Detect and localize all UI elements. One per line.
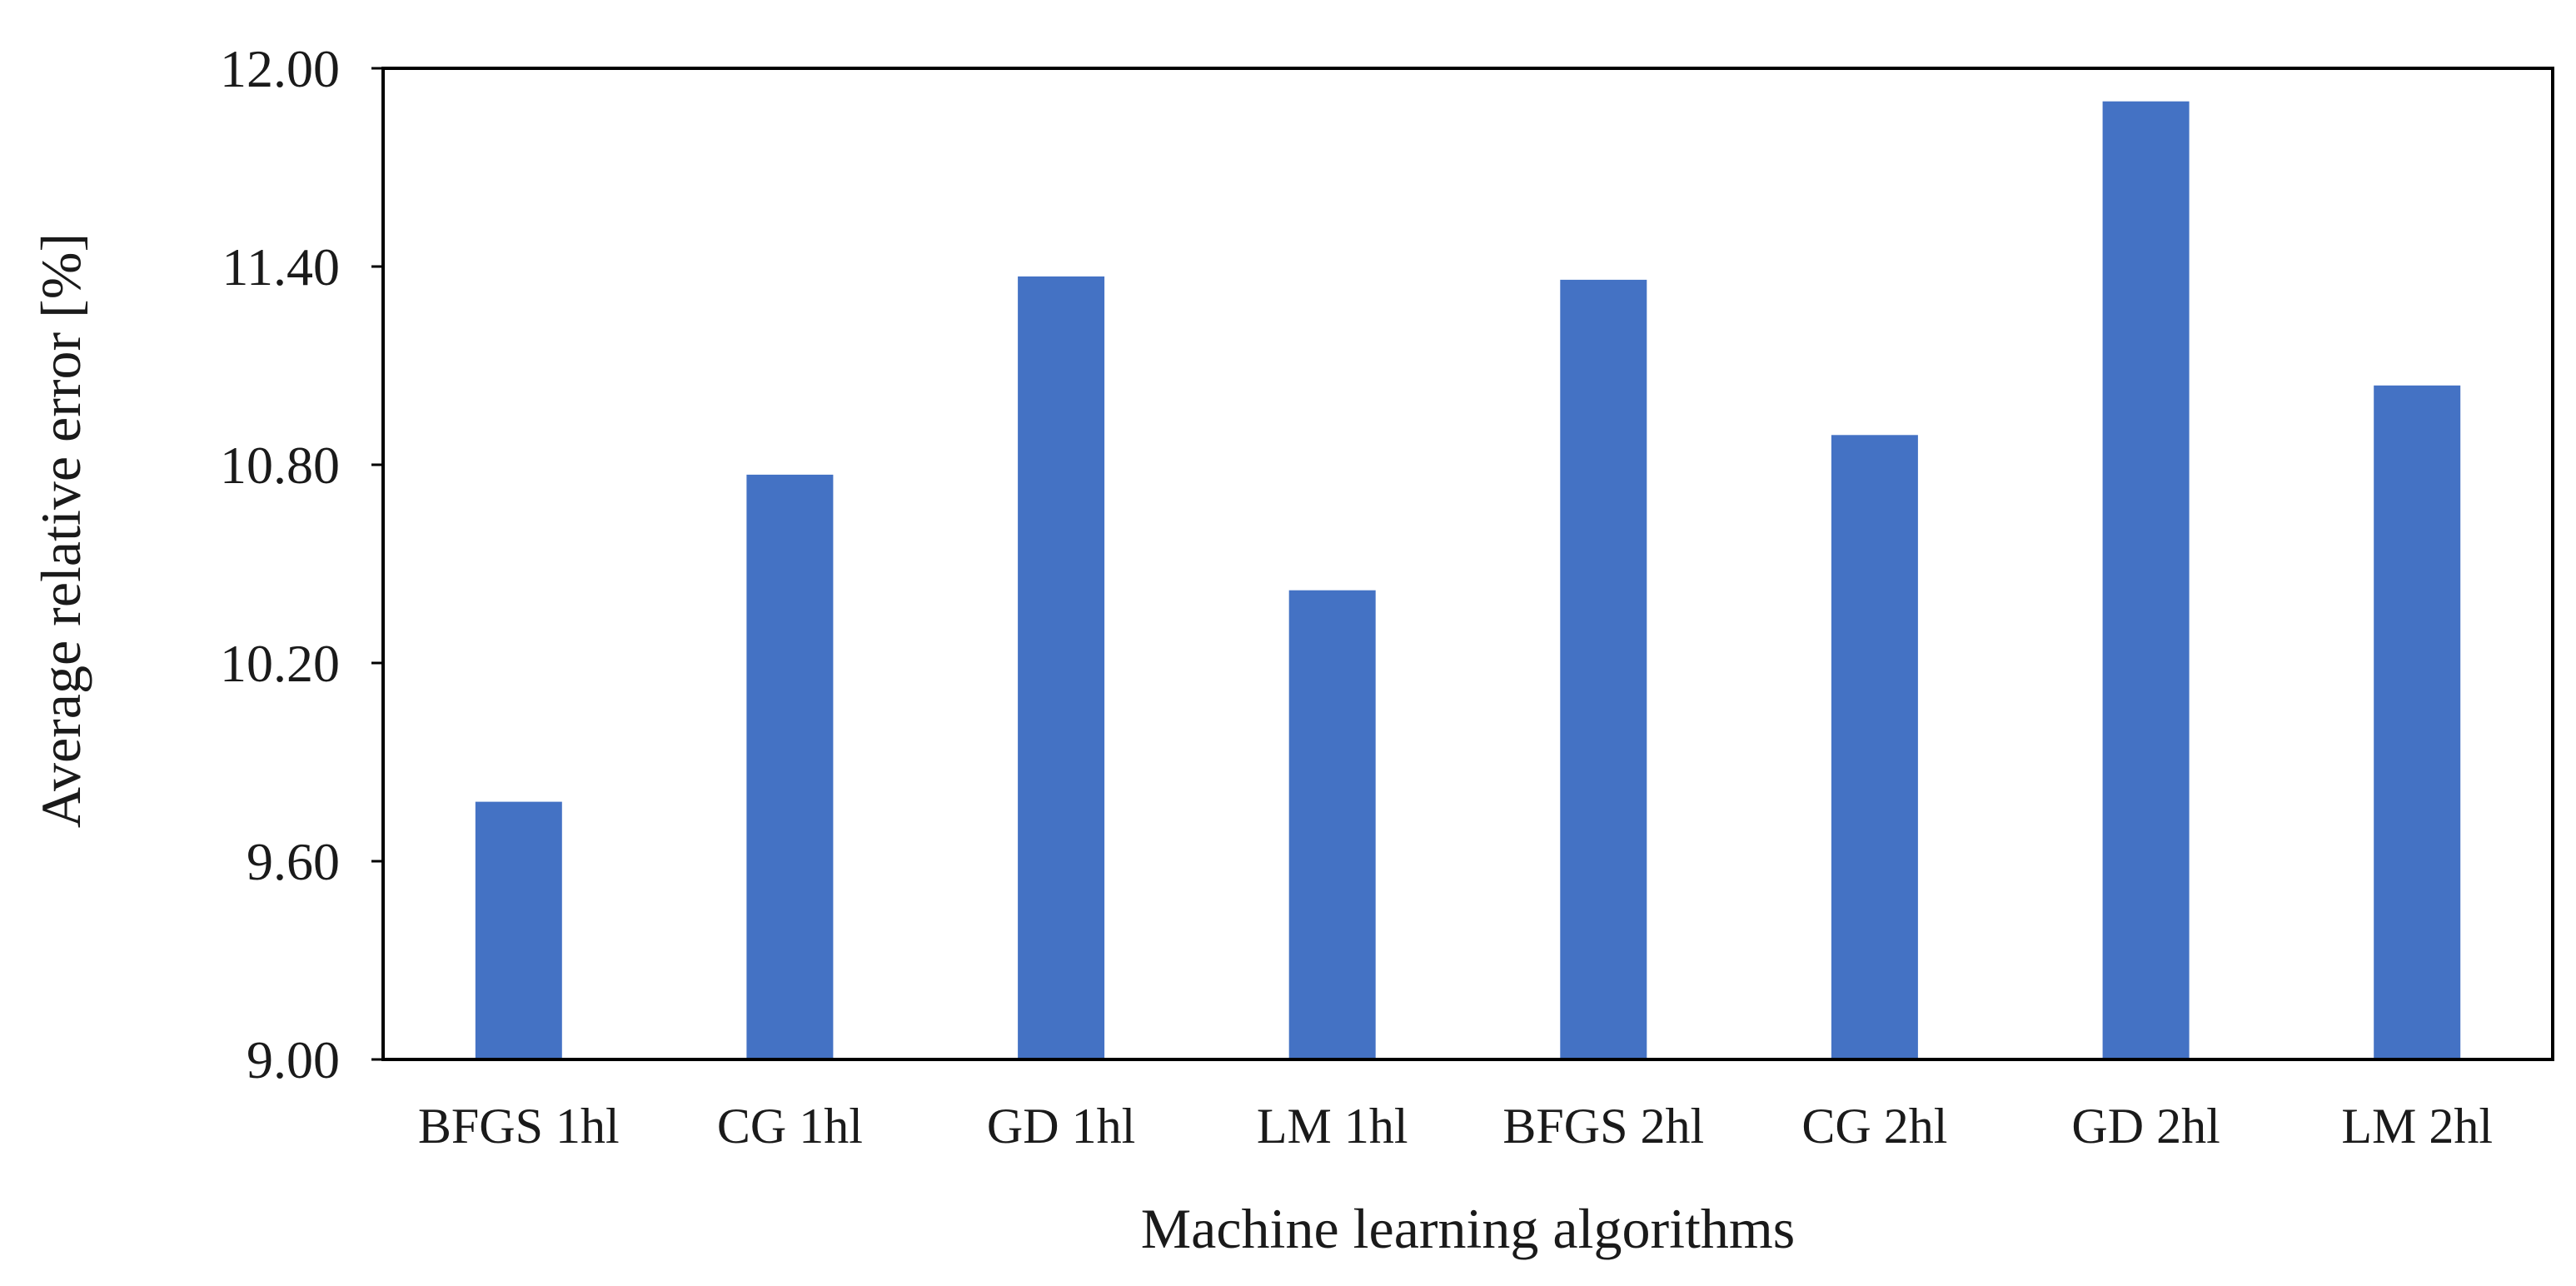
y-tick-label: 11.40 [222, 237, 340, 297]
axes-layer [381, 67, 2554, 1061]
y-tick-label: 9.60 [247, 832, 340, 891]
x-category-label: GD 2hl [2071, 1099, 2220, 1154]
y-ticks-layer: 9.00 9.60 10.20 10.80 11.40 12.00 [220, 39, 383, 1089]
bar-bfgs-1hl [475, 801, 562, 1059]
y-tick-label: 12.00 [220, 39, 340, 98]
x-category-label: LM 1hl [1257, 1099, 1408, 1154]
bar-gd-2hl [2102, 101, 2190, 1060]
bar-cg-1hl [746, 474, 834, 1059]
bar-lm-2hl [2374, 385, 2461, 1059]
y-axis-title: Average relative error [%] [29, 233, 92, 828]
bar-lm-1hl [1288, 590, 1376, 1059]
x-axis-title: Machine learning algorithms [1141, 1197, 1796, 1260]
x-category-label: BFGS 2hl [1502, 1099, 1704, 1154]
bar-cg-2hl [1831, 435, 1918, 1059]
x-category-label: BFGS 1hl [418, 1099, 620, 1154]
bar-gd-1hl [1018, 276, 1105, 1059]
y-tick-label: 10.20 [220, 634, 340, 693]
x-category-label: GD 1hl [987, 1099, 1135, 1154]
x-category-label: CG 1hl [717, 1099, 863, 1154]
y-tick-label: 9.00 [247, 1030, 340, 1089]
bars-layer [475, 101, 2461, 1060]
x-category-label: CG 2hl [1801, 1099, 1947, 1154]
x-category-label: LM 2hl [2341, 1099, 2493, 1154]
y-tick-label: 10.80 [220, 436, 340, 495]
x-categories-layer: BFGS 1hl CG 1hl GD 1hl LM 1hl BFGS 2hl CG 2hl… [418, 1099, 2493, 1154]
plot-frame [381, 67, 2554, 1061]
bar-bfgs-2hl [1560, 279, 1647, 1059]
